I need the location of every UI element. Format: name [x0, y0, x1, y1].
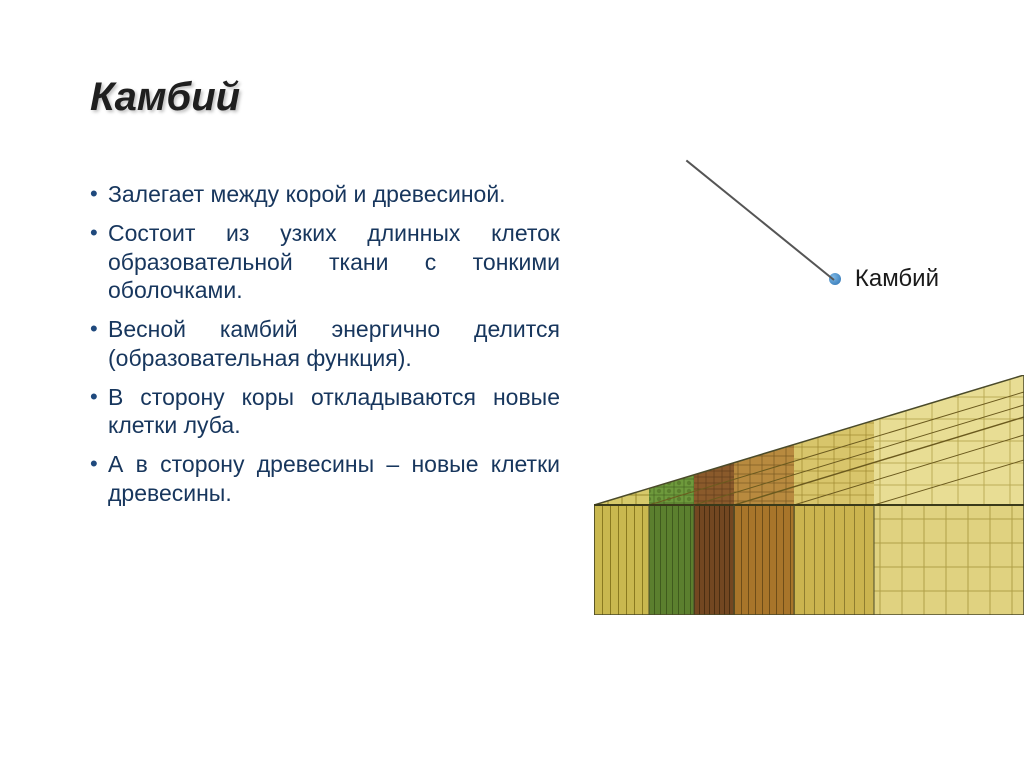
text-column: Залегает между корой и древесиной. Состо… — [90, 180, 560, 518]
list-item: А в сторону древесины – новые клетки дре… — [90, 450, 560, 508]
stem-cross-section-diagram — [594, 375, 1024, 615]
slide-title: Камбий — [90, 75, 240, 120]
bullet-list: Залегает между корой и древесиной. Состо… — [90, 180, 560, 508]
figure-label: Камбий — [855, 265, 939, 293]
list-item: Весной камбий энергично делится (образов… — [90, 315, 560, 373]
pointer-line-icon — [686, 160, 835, 281]
list-item: В сторону коры откладываются новые клетк… — [90, 383, 560, 441]
list-item: Залегает между корой и древесиной. — [90, 180, 560, 209]
list-item: Состоит из узких длинных клеток образова… — [90, 219, 560, 305]
figure-column: Камбий — [594, 235, 1024, 615]
wedge-front — [594, 505, 1024, 615]
